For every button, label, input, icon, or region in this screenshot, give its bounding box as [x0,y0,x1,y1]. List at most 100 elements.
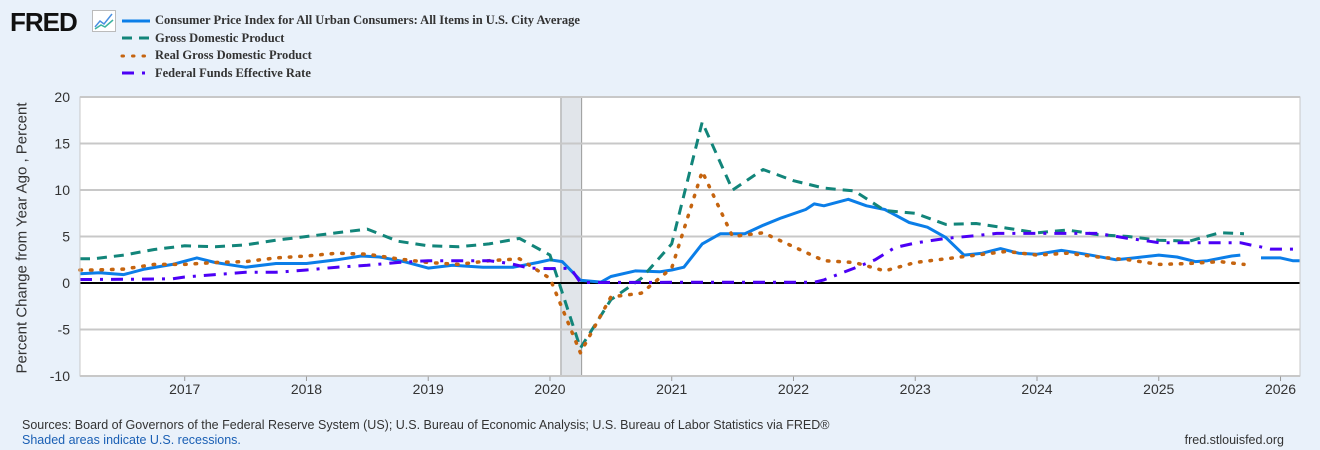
y-axis-label: Percent Change from Year Ago , Percent [13,102,31,374]
legend-item-rgdp[interactable]: Real Gross Domestic Product [120,47,580,65]
data-point-gdp [850,187,858,195]
data-point-gdp [211,243,219,251]
data-point-ffr [394,259,402,267]
data-point-ffr [272,268,280,276]
series-line-rgdp [78,169,1246,355]
y-tick-label: 20 [54,89,70,105]
fred-logo[interactable]: FRED [10,7,78,37]
data-point-ffr [1236,239,1244,247]
site-link[interactable]: fred.stlouisfed.org [1184,433,1284,447]
data-point-rgdp [637,289,645,297]
x-tick-label: 2021 [656,381,687,397]
y-tick-label: 10 [54,182,70,198]
data-point-cpi [607,272,615,280]
data-point-rgdp [546,274,554,282]
data-point-cpi [1155,251,1163,259]
data-point-cpi [905,219,913,227]
data-point-cpi [698,240,706,248]
data-point-gdp [972,219,980,227]
data-point-cpi [777,214,785,222]
x-tick-label: 2018 [291,381,322,397]
series-line-ffr [79,231,1300,284]
legend-swatch-gdp [122,36,150,40]
data-point-rgdp [89,266,97,274]
data-point-gdp [363,225,371,233]
data-point-rgdp [1216,258,1224,266]
series-line-cpi [79,197,1300,284]
data-point-ffr [485,257,493,265]
data-point-ffr [1267,245,1275,253]
data-point-rgdp [972,251,980,259]
data-point-ffr [1124,234,1132,242]
legend-item-ffr[interactable]: Federal Funds Effective Rate [120,65,580,83]
recession-note-link[interactable]: Shaded areas indicate U.S. recessions. [22,433,241,447]
data-point-rgdp [1124,256,1132,264]
legend-item-gdp[interactable]: Gross Domestic Product [120,30,580,48]
data-point-gdp [272,236,280,244]
data-point-rgdp [1240,260,1248,268]
data-point-gdp [1240,230,1248,238]
data-point-ffr [169,275,177,283]
legend-label: Federal Funds Effective Rate [155,65,311,80]
x-tick-label: 2019 [413,381,444,397]
data-point-gdp [120,251,128,259]
data-point-rgdp [942,255,950,263]
data-point-gdp [789,177,797,185]
data-point-gdp [242,241,250,249]
data-point-gdp [668,240,676,248]
data-point-cpi [1173,253,1181,261]
data-point-gdp [881,206,889,214]
y-tick-label: 0 [62,275,70,291]
data-point-gdp [759,166,767,174]
data-point-cpi [1203,257,1211,265]
data-point-ffr [333,263,341,271]
data-point-gdp [394,237,402,245]
legend-swatch-ffr [122,71,150,75]
data-point-rgdp [698,167,706,175]
plot-border [79,96,1301,377]
data-point-rgdp [1063,249,1071,257]
data-point-ffr [1145,237,1153,245]
data-point-cpi [479,263,487,271]
legend-swatch-rgdp [120,54,152,58]
data-point-rgdp [1003,247,1011,255]
data-point-ffr [810,278,818,286]
data-point-gdp [729,186,737,194]
data-point-cpi [759,221,767,229]
y-tick-label: 15 [54,136,70,152]
data-point-rgdp [789,243,797,251]
y-tick-label: 5 [62,229,70,245]
data-point-ffr [120,275,128,283]
data-point-ffr [424,257,432,265]
data-point-ffr [181,273,189,281]
data-point-rgdp [759,229,767,237]
data-point-ffr [1094,229,1102,237]
data-point-cpi [680,263,688,271]
data-point-ffr [363,261,371,269]
data-point-rgdp [333,249,341,257]
sources-note: Sources: Board of Governors of the Feder… [22,418,830,432]
data-point-rgdp [607,293,615,301]
data-point-rgdp [1185,259,1193,267]
data-point-ffr [891,244,899,252]
y-tick-label: -5 [58,322,71,338]
data-point-rgdp [181,260,189,268]
legend-item-cpi[interactable]: Consumer Price Index for All Urban Consu… [120,12,580,30]
data-point-ffr [302,266,310,274]
data-point-rgdp [363,250,371,258]
x-tick-label: 2025 [1143,381,1174,397]
data-point-rgdp [150,260,158,268]
data-point-rgdp [516,255,524,263]
data-point-ffr [911,239,919,247]
data-point-ffr [850,264,858,272]
data-point-cpi [1289,257,1297,265]
data-point-rgdp [820,257,828,265]
data-point-ffr [211,271,219,279]
data-point-ffr [1246,241,1254,249]
data-point-gdp [333,229,341,237]
data-point-gdp [911,209,919,217]
data-point-gdp [820,184,828,192]
data-point-rgdp [729,233,737,241]
data-point-rgdp [211,259,219,267]
